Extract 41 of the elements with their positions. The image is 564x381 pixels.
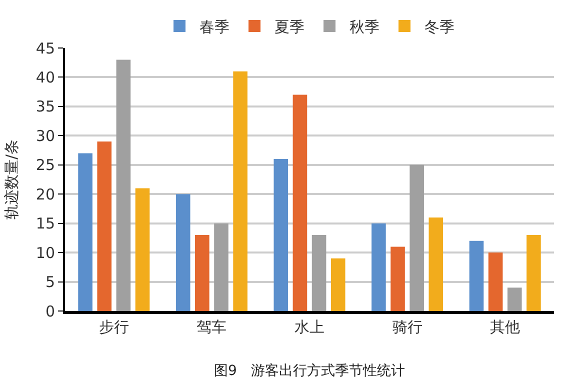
bar bbox=[469, 240, 484, 311]
y-tick-label: 20 bbox=[36, 185, 55, 204]
bar bbox=[214, 223, 228, 311]
bar bbox=[78, 153, 92, 311]
bar bbox=[135, 188, 150, 311]
bar bbox=[312, 235, 326, 311]
y-tick-label: 35 bbox=[36, 98, 55, 116]
y-tick-label: 5 bbox=[45, 273, 55, 292]
y-tick-label: 0 bbox=[45, 302, 55, 320]
y-tick-label: 15 bbox=[36, 214, 55, 233]
y-tick-label: 45 bbox=[36, 39, 55, 58]
legend-label: 春季 bbox=[200, 18, 230, 36]
bar bbox=[195, 235, 210, 311]
bar bbox=[428, 217, 444, 311]
bar bbox=[292, 94, 308, 311]
x-tick-label: 骑行 bbox=[392, 318, 422, 336]
x-tick-label: 驾车 bbox=[196, 318, 227, 336]
bar bbox=[526, 235, 541, 311]
x-tick-label: 步行 bbox=[98, 318, 129, 336]
bar bbox=[390, 246, 405, 311]
text: 图9 游客出行方式季节性统计 bbox=[214, 363, 405, 379]
x-tick-label: 其他 bbox=[490, 318, 520, 336]
legend-label: 夏季 bbox=[274, 18, 304, 36]
bar bbox=[488, 252, 503, 311]
bar bbox=[233, 71, 248, 311]
bar bbox=[176, 194, 190, 311]
legend-label: 冬季 bbox=[424, 18, 454, 36]
bar bbox=[274, 159, 288, 311]
y-tick-label: 40 bbox=[36, 68, 55, 86]
bar bbox=[507, 288, 522, 311]
y-axis-title: 轨迹数量/条 bbox=[2, 139, 21, 220]
y-tick-label: 25 bbox=[36, 156, 55, 174]
bar bbox=[97, 142, 112, 311]
bar bbox=[410, 164, 424, 311]
bar bbox=[116, 60, 131, 311]
bar bbox=[372, 223, 386, 311]
legend-label: 秋季 bbox=[350, 18, 380, 36]
y-tick-label: 30 bbox=[36, 126, 55, 145]
bar bbox=[330, 258, 346, 311]
x-tick-label: 水上 bbox=[294, 318, 324, 336]
y-tick-label: 10 bbox=[36, 244, 55, 262]
